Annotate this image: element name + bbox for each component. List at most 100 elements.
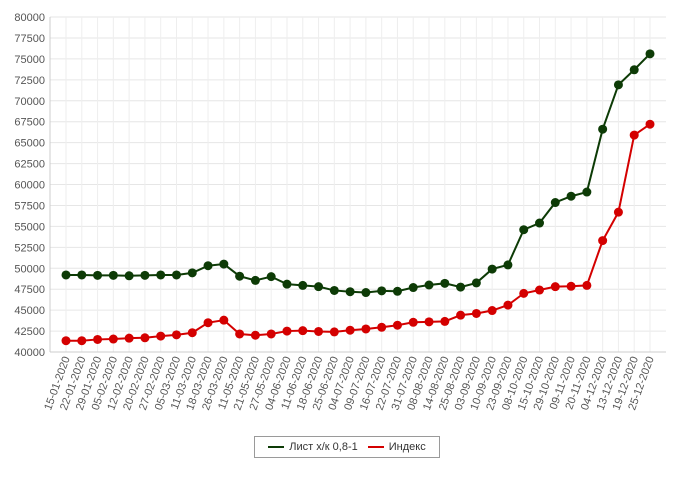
- data-point-0[interactable]: [345, 287, 355, 297]
- data-point-0[interactable]: [282, 279, 292, 289]
- data-point-1[interactable]: [61, 336, 71, 346]
- y-tick-label: 67500: [14, 117, 45, 129]
- data-point-0[interactable]: [93, 270, 103, 280]
- data-point-0[interactable]: [487, 264, 497, 274]
- data-point-0[interactable]: [566, 191, 576, 201]
- y-tick-label: 47500: [14, 284, 45, 296]
- data-point-0[interactable]: [582, 187, 592, 197]
- data-point-0[interactable]: [629, 65, 639, 75]
- data-point-1[interactable]: [314, 326, 324, 336]
- data-point-1[interactable]: [613, 207, 623, 217]
- data-point-0[interactable]: [203, 261, 213, 271]
- data-point-1[interactable]: [361, 324, 371, 334]
- data-point-0[interactable]: [519, 225, 529, 235]
- data-point-1[interactable]: [187, 328, 197, 338]
- data-point-1[interactable]: [124, 333, 134, 343]
- data-point-1[interactable]: [550, 282, 560, 292]
- data-point-1[interactable]: [219, 315, 229, 325]
- data-point-1[interactable]: [645, 119, 655, 129]
- data-point-0[interactable]: [645, 49, 655, 59]
- data-point-0[interactable]: [440, 278, 450, 288]
- data-point-0[interactable]: [329, 285, 339, 295]
- data-point-1[interactable]: [329, 327, 339, 337]
- data-point-0[interactable]: [377, 286, 387, 296]
- y-tick-label: 55000: [14, 221, 45, 233]
- data-point-0[interactable]: [61, 270, 71, 280]
- data-point-1[interactable]: [424, 317, 434, 327]
- data-point-1[interactable]: [77, 336, 87, 346]
- data-point-1[interactable]: [266, 329, 276, 339]
- data-point-1[interactable]: [377, 322, 387, 332]
- data-point-0[interactable]: [613, 80, 623, 90]
- data-point-1[interactable]: [629, 130, 639, 140]
- data-point-0[interactable]: [392, 286, 402, 296]
- data-point-1[interactable]: [440, 316, 450, 326]
- data-point-0[interactable]: [140, 270, 150, 280]
- data-point-1[interactable]: [487, 306, 497, 316]
- data-point-0[interactable]: [361, 288, 371, 298]
- legend-swatch-sheet: [268, 446, 285, 448]
- data-point-0[interactable]: [250, 275, 260, 285]
- legend-item-sheet[interactable]: Лист х/к 0,8-1: [268, 441, 358, 453]
- y-tick-label: 72500: [14, 75, 45, 87]
- data-point-1[interactable]: [282, 326, 292, 336]
- data-point-0[interactable]: [77, 270, 87, 280]
- data-point-0[interactable]: [298, 280, 308, 290]
- data-point-0[interactable]: [219, 259, 229, 269]
- y-tick-label: 60000: [14, 180, 45, 192]
- y-tick-label: 80000: [14, 12, 45, 24]
- data-point-0[interactable]: [124, 271, 134, 281]
- data-point-0[interactable]: [171, 270, 181, 280]
- data-point-1[interactable]: [566, 281, 576, 291]
- data-point-0[interactable]: [408, 283, 418, 293]
- legend-label-sheet: Лист х/к 0,8-1: [289, 441, 358, 453]
- data-point-0[interactable]: [235, 271, 245, 281]
- data-point-1[interactable]: [392, 320, 402, 330]
- data-point-1[interactable]: [156, 331, 166, 341]
- x-axis: 15-01-202022-01-202029-01-202005-02-2020…: [42, 351, 666, 412]
- data-point-0[interactable]: [187, 268, 197, 278]
- data-point-0[interactable]: [108, 270, 118, 280]
- data-point-1[interactable]: [503, 300, 513, 310]
- data-point-1[interactable]: [108, 334, 118, 344]
- data-point-1[interactable]: [203, 318, 213, 328]
- data-point-0[interactable]: [266, 272, 276, 282]
- data-point-1[interactable]: [582, 280, 592, 290]
- data-point-1[interactable]: [140, 333, 150, 343]
- y-tick-label: 45000: [14, 305, 45, 317]
- data-point-1[interactable]: [456, 310, 466, 320]
- series-layer: [61, 49, 655, 346]
- data-point-0[interactable]: [598, 124, 608, 134]
- series-1: [61, 119, 655, 346]
- legend-swatch-index: [367, 446, 384, 448]
- legend-item-index[interactable]: Индекс: [367, 441, 426, 453]
- legend-label-index: Индекс: [388, 441, 426, 453]
- data-point-0[interactable]: [471, 278, 481, 288]
- data-point-1[interactable]: [171, 330, 181, 340]
- data-point-1[interactable]: [250, 330, 260, 340]
- data-point-1[interactable]: [598, 236, 608, 246]
- series-line-0: [66, 53, 651, 294]
- y-tick-label: 65000: [14, 138, 45, 150]
- y-tick-label: 40000: [14, 347, 45, 359]
- data-point-0[interactable]: [456, 282, 466, 292]
- chart-grid: [50, 16, 666, 353]
- data-point-0[interactable]: [550, 198, 560, 208]
- data-point-1[interactable]: [235, 329, 245, 339]
- data-point-0[interactable]: [503, 260, 513, 270]
- data-point-1[interactable]: [93, 334, 103, 344]
- data-point-0[interactable]: [535, 218, 545, 228]
- data-point-0[interactable]: [156, 270, 166, 280]
- chart-legend: Лист х/к 0,8-1 Индекс: [254, 436, 440, 458]
- data-point-1[interactable]: [535, 285, 545, 295]
- data-point-1[interactable]: [345, 325, 355, 335]
- data-point-1[interactable]: [471, 308, 481, 318]
- data-point-0[interactable]: [424, 280, 434, 290]
- data-point-1[interactable]: [519, 288, 529, 298]
- series-0: [61, 49, 655, 298]
- data-point-0[interactable]: [314, 282, 324, 292]
- data-point-1[interactable]: [408, 317, 418, 327]
- y-tick-label: 57500: [14, 200, 45, 212]
- data-point-1[interactable]: [298, 326, 308, 336]
